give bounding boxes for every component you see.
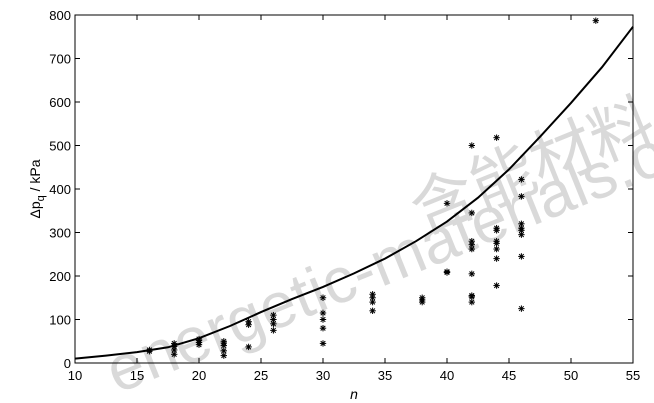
data-point — [493, 245, 500, 253]
data-point — [270, 311, 277, 319]
y-axis-label: Δpq / kPa — [27, 159, 47, 218]
x-axis-label: n — [350, 386, 358, 402]
data-point — [319, 340, 327, 347]
y-axis: 0 100 200 300 400 500 600 700 800 — [49, 8, 633, 371]
y-tick-label: 300 — [49, 226, 71, 241]
data-point — [468, 209, 475, 217]
x-tick-label: 30 — [316, 368, 330, 383]
y-tick-label: 600 — [49, 95, 71, 110]
data-points — [146, 17, 599, 359]
data-point — [493, 238, 500, 245]
data-point — [195, 335, 203, 343]
data-point — [319, 309, 327, 317]
data-point — [369, 291, 376, 298]
data-point — [518, 253, 525, 260]
y-tick-label: 700 — [49, 52, 71, 67]
y-axis-label-sub: q — [35, 195, 47, 201]
x-tick-label: 45 — [502, 368, 516, 383]
x-tick-label: 35 — [378, 368, 392, 383]
data-point — [270, 316, 277, 323]
data-point — [171, 340, 178, 347]
data-point — [518, 193, 525, 200]
data-point — [468, 270, 475, 278]
data-point — [220, 347, 227, 355]
x-tick-label: 20 — [192, 368, 206, 383]
data-point — [443, 200, 451, 207]
data-point — [518, 305, 525, 312]
data-point — [369, 307, 376, 314]
x-tick-label: 40 — [440, 368, 454, 383]
data-point — [518, 220, 525, 227]
data-point — [319, 325, 327, 332]
data-point — [245, 343, 252, 351]
x-tick-label: 50 — [564, 368, 578, 383]
x-axis: 10 15 20 25 30 35 40 45 50 55 — [68, 15, 640, 383]
data-point — [592, 17, 599, 24]
data-point — [146, 346, 153, 354]
x-tick-label: 10 — [68, 368, 82, 383]
data-point — [468, 292, 475, 299]
data-point — [493, 282, 500, 289]
y-tick-label: 0 — [64, 356, 71, 371]
x-tick-label: 25 — [254, 368, 268, 383]
data-point — [493, 255, 500, 262]
data-point — [493, 134, 500, 141]
data-point — [319, 316, 327, 323]
y-tick-label: 500 — [49, 139, 71, 154]
y-tick-label: 800 — [49, 8, 71, 23]
data-point — [319, 294, 327, 301]
data-point — [270, 327, 277, 334]
x-tick-label: 55 — [626, 368, 640, 383]
watermark: energetic-materials.org.cn 含能材料 — [95, 63, 654, 403]
data-point — [220, 338, 227, 345]
y-tick-label: 400 — [49, 182, 71, 197]
y-axis-label-unit: / kPa — [27, 159, 43, 195]
y-axis-label-main: Δp — [27, 201, 43, 218]
data-point — [468, 142, 475, 149]
y-tick-label: 200 — [49, 269, 71, 284]
data-point — [443, 268, 451, 275]
data-point — [245, 318, 252, 325]
data-point — [493, 224, 500, 232]
x-tick-label: 15 — [130, 368, 144, 383]
fit-curve — [74, 26, 634, 360]
y-tick-label: 100 — [49, 313, 71, 328]
data-point — [419, 294, 426, 301]
data-point — [518, 176, 525, 183]
data-point — [220, 352, 227, 359]
data-point — [468, 238, 475, 245]
